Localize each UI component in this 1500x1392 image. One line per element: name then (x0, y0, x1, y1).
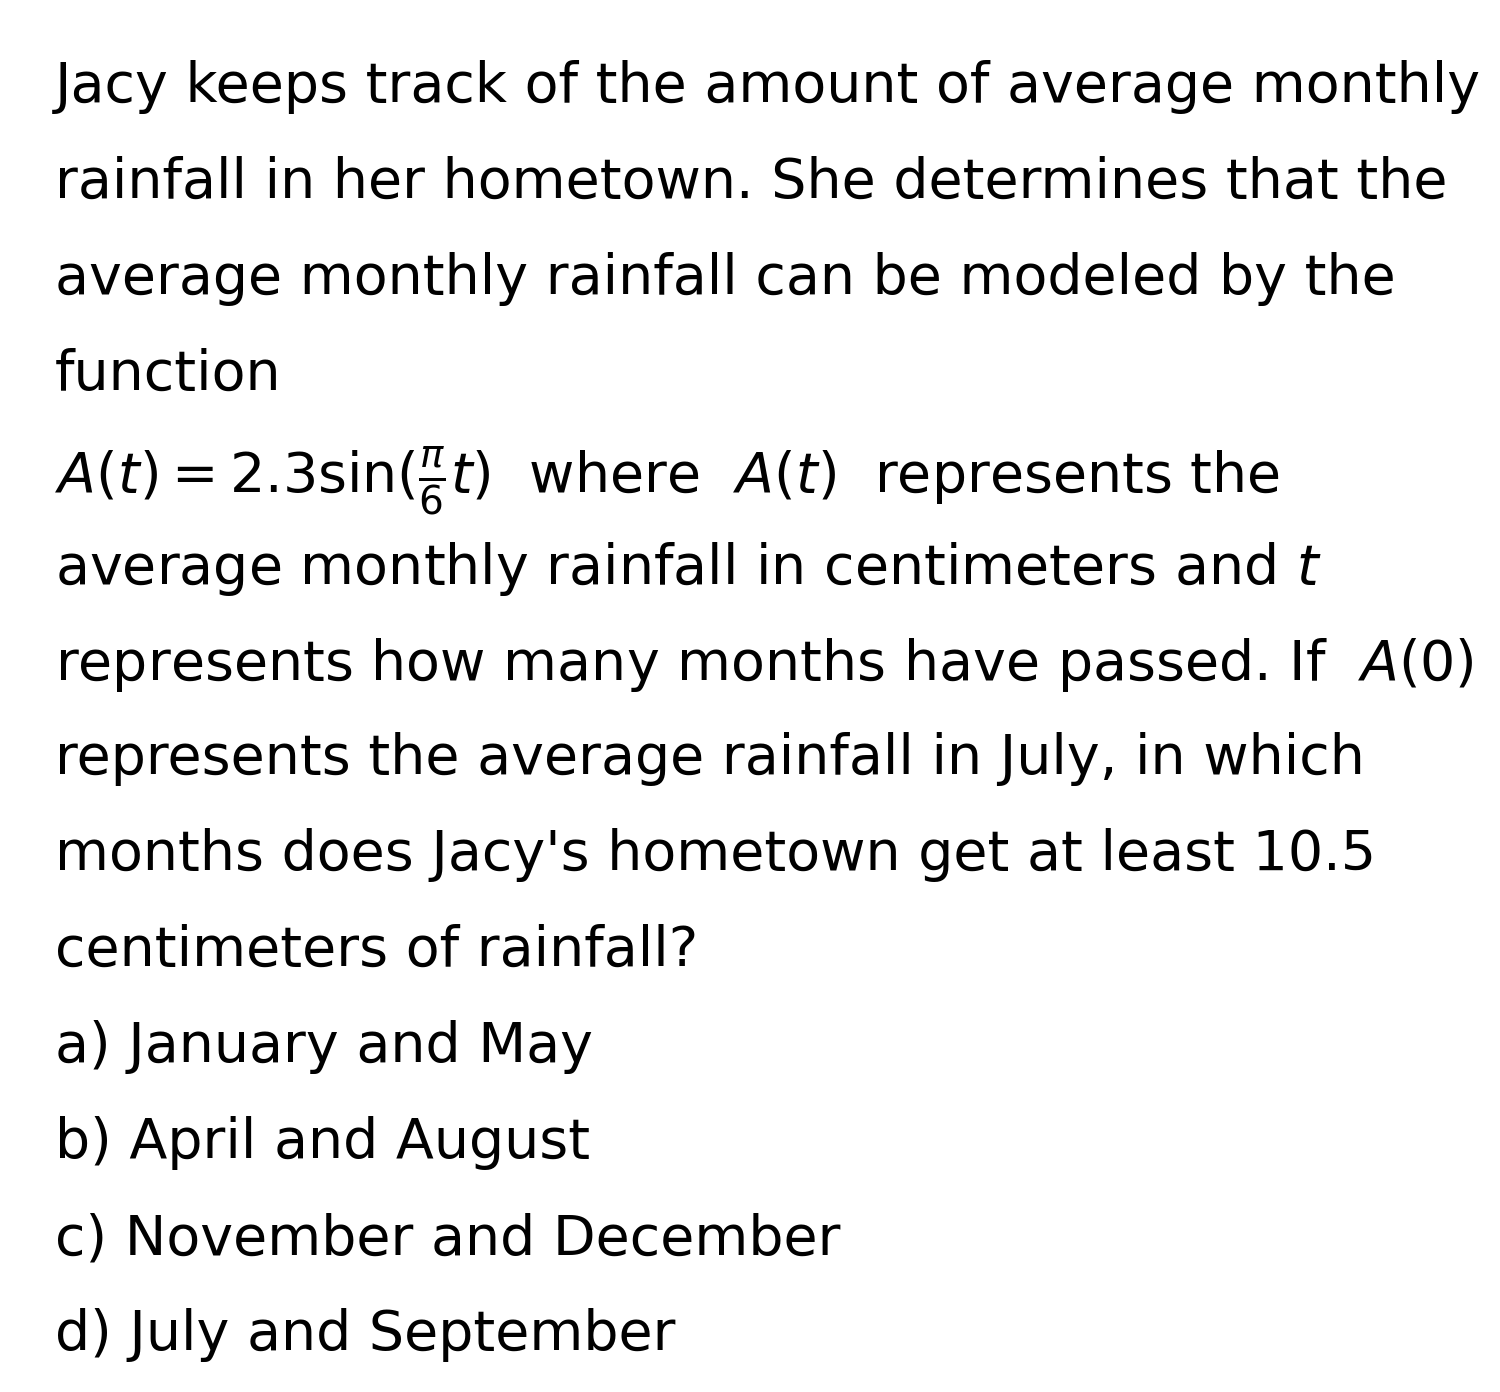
Text: months does Jacy's hometown get at least 10.5: months does Jacy's hometown get at least… (56, 828, 1376, 883)
Text: d) July and September: d) July and September (56, 1308, 675, 1361)
Text: b) April and August: b) April and August (56, 1116, 590, 1171)
Text: average monthly rainfall in centimeters and $t$: average monthly rainfall in centimeters … (56, 540, 1322, 599)
Text: represents how many months have passed. If  $A(0)$: represents how many months have passed. … (56, 636, 1474, 695)
Text: c) November and December: c) November and December (56, 1212, 840, 1265)
Text: average monthly rainfall can be modeled by the: average monthly rainfall can be modeled … (56, 252, 1395, 306)
Text: represents the average rainfall in July, in which: represents the average rainfall in July,… (56, 732, 1365, 786)
Text: centimeters of rainfall?: centimeters of rainfall? (56, 924, 698, 979)
Text: function: function (56, 348, 282, 402)
Text: Jacy keeps track of the amount of average monthly: Jacy keeps track of the amount of averag… (56, 60, 1480, 114)
Text: a) January and May: a) January and May (56, 1020, 593, 1075)
Text: rainfall in her hometown. She determines that the: rainfall in her hometown. She determines… (56, 156, 1448, 210)
Text: $A(t) = 2.3\sin(\frac{\pi}{6}t)$  where  $A(t)$  represents the: $A(t) = 2.3\sin(\frac{\pi}{6}t)$ where $… (56, 444, 1280, 516)
